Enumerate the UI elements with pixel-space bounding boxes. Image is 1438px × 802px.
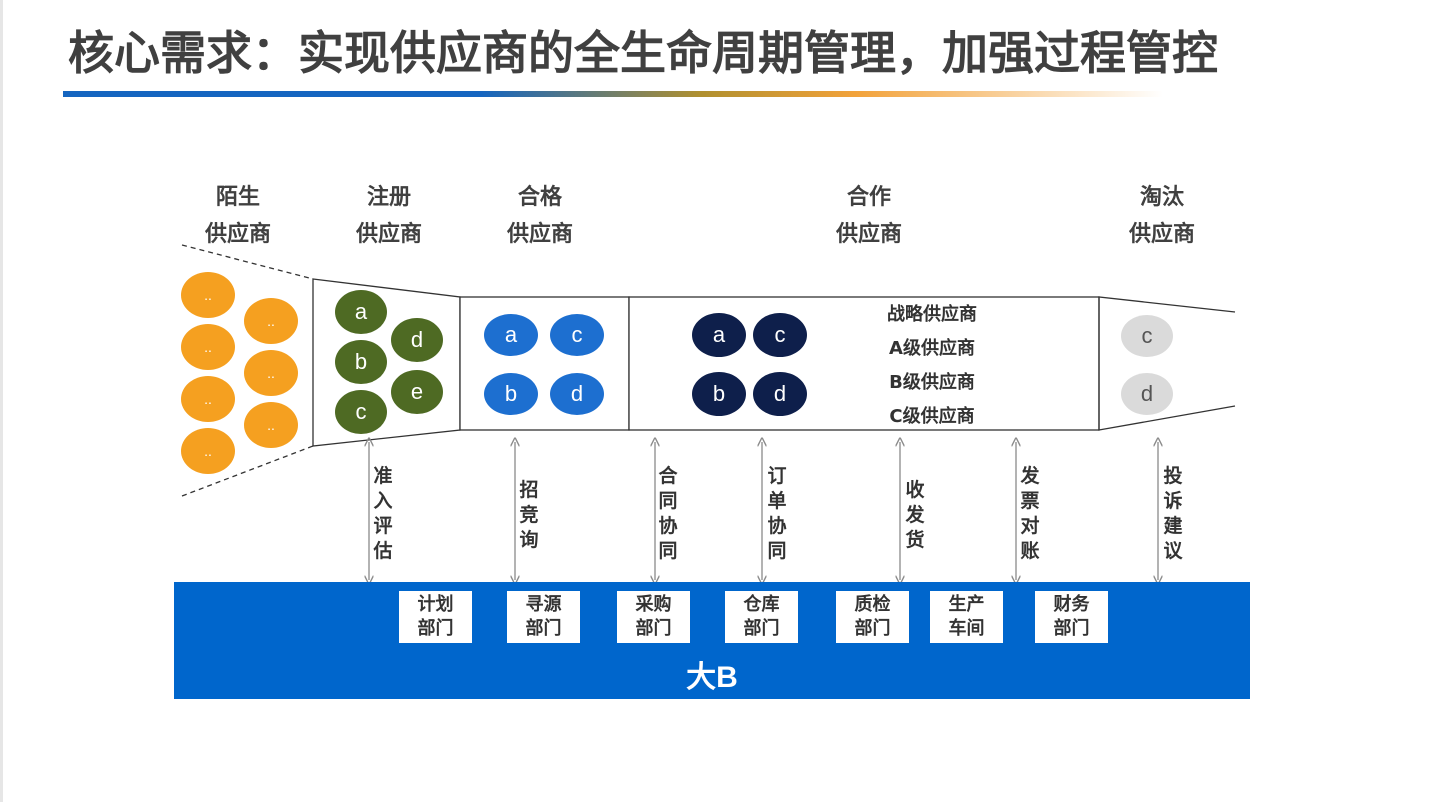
department-purchasing: 采购 部门 <box>617 591 690 643</box>
cooperative-supplier-circle: c <box>753 313 807 357</box>
tier-label-b: B级供应商 <box>889 372 975 393</box>
department-sourcing: 寻源 部门 <box>507 591 580 643</box>
stranger-supplier-circle: .. <box>244 350 298 396</box>
slide-left-edge <box>0 0 3 802</box>
registered-supplier-circle: b <box>335 340 387 384</box>
cooperative-supplier-circle: a <box>692 313 746 357</box>
stranger-supplier-circle: .. <box>244 402 298 448</box>
qualified-supplier-circle: a <box>484 314 538 356</box>
eliminated-supplier-circle: c <box>1121 315 1173 357</box>
department-line1: 仓库 <box>743 594 780 615</box>
department-line1: 质检 <box>854 594 891 615</box>
stage-label-line1: 陌生 <box>215 185 260 210</box>
department-line2: 车间 <box>948 618 985 639</box>
department-finance: 财务 部门 <box>1035 591 1108 643</box>
tier-label-a: A级供应商 <box>889 338 975 359</box>
department-line2: 部门 <box>1053 618 1090 639</box>
stage-label-line2: 供应商 <box>355 222 422 247</box>
registered-supplier-circle: e <box>391 370 443 414</box>
department-line2: 部门 <box>417 618 454 639</box>
page-title: 核心需求：实现供应商的全生命周期管理，加强过程管控 <box>68 26 1218 80</box>
process-label-contract: 合同协同 <box>658 465 678 562</box>
department-line1: 计划 <box>417 594 454 615</box>
department-warehouse: 仓库 部门 <box>725 591 798 643</box>
eliminated-supplier-circle: d <box>1121 373 1173 415</box>
cooperative-section <box>628 296 1100 431</box>
department-line2: 部门 <box>635 618 672 639</box>
title-underline <box>63 91 1163 97</box>
process-label-complaint: 投诉建议 <box>1163 465 1183 562</box>
cooperative-supplier-circle: d <box>753 372 807 416</box>
process-label-invoice: 发票对账 <box>1020 465 1040 562</box>
cooperative-supplier-circle: b <box>692 372 746 416</box>
process-label-receiving: 收发货 <box>905 479 925 551</box>
department-line2: 部门 <box>854 618 891 639</box>
department-line1: 财务 <box>1053 594 1090 615</box>
stage-label-line2: 供应商 <box>506 222 573 247</box>
stage-label-eliminated: 淘汰 供应商 <box>1107 179 1217 253</box>
department-line2: 部门 <box>525 618 562 639</box>
stage-label-registered: 注册 供应商 <box>334 179 444 253</box>
stage-label-line1: 合作 <box>846 185 891 210</box>
registered-supplier-circle: a <box>335 290 387 334</box>
tier-label-c: C级供应商 <box>889 406 975 427</box>
qualified-supplier-circle: b <box>484 373 538 415</box>
department-line1: 寻源 <box>525 594 562 615</box>
stranger-supplier-circle: .. <box>181 376 235 422</box>
stage-label-line1: 合格 <box>517 185 562 210</box>
process-label-bidding: 招竞询 <box>519 479 539 551</box>
department-planning: 计划 部门 <box>399 591 472 643</box>
stage-label-line2: 供应商 <box>204 222 271 247</box>
registered-supplier-circle: c <box>335 390 387 434</box>
stage-label-line2: 供应商 <box>1128 222 1195 247</box>
process-label-admission: 准入评估 <box>373 465 393 562</box>
qualified-supplier-circle: c <box>550 314 604 356</box>
eliminated-section <box>1098 296 1236 431</box>
department-quality: 质检 部门 <box>836 591 909 643</box>
qualified-supplier-circle: d <box>550 373 604 415</box>
process-label-order: 订单协同 <box>767 465 787 562</box>
stage-label-qualified: 合格 供应商 <box>485 179 595 253</box>
big-b-label: 大B <box>686 661 738 694</box>
qualified-section <box>459 296 630 431</box>
department-production: 生产 车间 <box>930 591 1003 643</box>
stranger-supplier-circle: .. <box>181 272 235 318</box>
stage-label-line1: 淘汰 <box>1139 185 1184 210</box>
stage-label-cooperative: 合作 供应商 <box>814 179 924 253</box>
funnel-dashed-top <box>181 244 314 280</box>
department-line1: 生产 <box>948 594 985 615</box>
tier-label-strategic: 战略供应商 <box>887 304 977 325</box>
department-line1: 采购 <box>635 594 672 615</box>
stage-label-stranger: 陌生 供应商 <box>183 179 293 253</box>
stranger-supplier-circle: .. <box>181 324 235 370</box>
stage-label-line1: 注册 <box>366 185 411 210</box>
department-line2: 部门 <box>743 618 780 639</box>
stranger-supplier-circle: .. <box>181 428 235 474</box>
stranger-supplier-circle: .. <box>244 298 298 344</box>
stage-label-line2: 供应商 <box>835 222 902 247</box>
registered-supplier-circle: d <box>391 318 443 362</box>
